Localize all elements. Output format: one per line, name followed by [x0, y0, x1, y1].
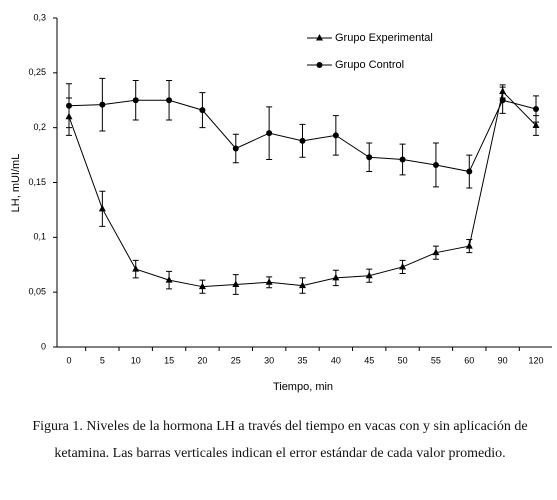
x-tick-label: 60 [464, 355, 474, 365]
marker [199, 107, 206, 114]
marker [399, 156, 406, 163]
marker [499, 97, 506, 104]
marker [232, 280, 240, 287]
x-tick-label: 55 [431, 355, 441, 365]
legend-marker [316, 62, 323, 68]
x-tick-label: 30 [264, 355, 274, 365]
marker [66, 102, 72, 109]
marker [432, 248, 440, 256]
marker [332, 132, 339, 139]
marker [366, 154, 373, 161]
x-tick-label: 50 [398, 355, 408, 365]
marker [198, 282, 206, 290]
x-tick-label: 90 [498, 355, 508, 365]
x-tick-label: 15 [164, 355, 174, 365]
caption: Figura 1. Niveles de la hormona LH a tra… [32, 419, 528, 461]
marker [132, 265, 140, 272]
y-tick-label: 0,05 [28, 287, 46, 297]
x-tick-label: 45 [364, 355, 374, 365]
marker [399, 262, 407, 270]
legend-marker [316, 34, 323, 41]
y-tick-label: 0,2 [33, 122, 46, 132]
marker [265, 278, 273, 285]
x-tick-label: 25 [231, 355, 241, 365]
y-tick-label: 0 [41, 341, 46, 351]
x-tick-label: 40 [331, 355, 341, 365]
chart: LH, mUI/mL Tiempo, min 0 0,05 0,1 0,15 0,2 0,… [10, 12, 552, 393]
series-line [68, 90, 537, 288]
marker [532, 121, 540, 128]
marker [332, 273, 340, 281]
x-tick-label: 0 [66, 355, 71, 365]
x-tick-label: 35 [297, 355, 307, 365]
y-axis-label: LH, mUI/mL [10, 154, 22, 213]
y-tick-label: 0,25 [28, 67, 46, 77]
y-tick-label: 0,3 [33, 12, 46, 22]
marker [432, 161, 439, 168]
marker [132, 97, 139, 104]
legend-label: Grupo Experimental [335, 32, 433, 44]
marker [299, 137, 306, 144]
x-tick-label: 10 [131, 355, 141, 365]
legend-label: Grupo Control [335, 59, 404, 71]
marker [465, 242, 473, 249]
marker [232, 145, 239, 152]
x-tick-label: 20 [197, 355, 207, 365]
y-tick-label: 0,15 [28, 177, 46, 187]
marker [166, 97, 173, 104]
x-tick-label: 5 [100, 355, 105, 365]
x-tick-label: 120 [528, 355, 543, 365]
marker [365, 271, 373, 279]
marker [99, 101, 106, 108]
marker [165, 276, 173, 283]
marker [266, 130, 273, 137]
x-axis-label: Tiempo, min [273, 381, 333, 393]
y-tick-label: 0,1 [33, 232, 46, 242]
marker [466, 168, 473, 175]
marker [299, 281, 306, 289]
marker [98, 204, 106, 212]
marker [533, 106, 539, 113]
